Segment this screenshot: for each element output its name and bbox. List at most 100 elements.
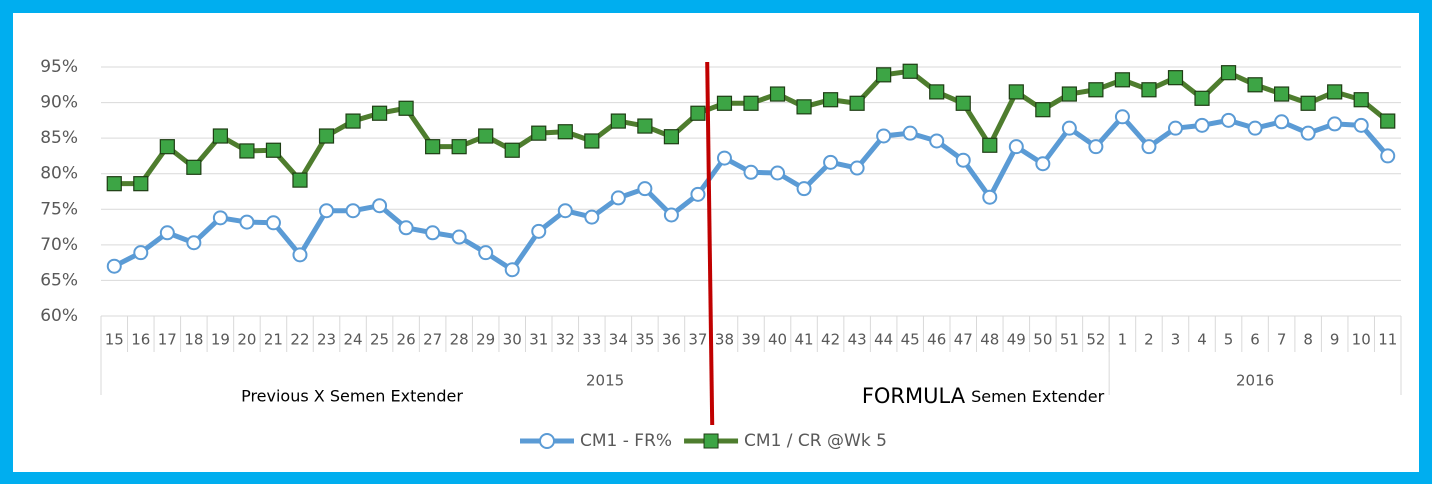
point [451, 139, 467, 155]
legend-label: CM1 - FR% [580, 431, 672, 451]
point [955, 95, 971, 111]
panel [13, 13, 1419, 472]
point [1247, 120, 1263, 136]
point [1194, 90, 1210, 106]
point [292, 172, 308, 188]
y-tick-label: 65% [40, 270, 78, 290]
point [212, 210, 228, 226]
x-tick-label: 23 [317, 331, 336, 349]
point [133, 176, 149, 192]
point [425, 225, 441, 241]
period-divider [705, 61, 715, 426]
legend-label: CM1 / CR @Wk 5 [744, 431, 887, 451]
point [743, 164, 759, 180]
point [610, 190, 626, 206]
point [716, 95, 733, 111]
y-tick-label: 95% [40, 57, 78, 77]
group-label: 2016 [1236, 372, 1274, 390]
x-tick-label: 44 [874, 331, 893, 349]
point [929, 84, 945, 100]
x-tick-label: 28 [450, 331, 469, 349]
point [159, 139, 175, 155]
x-tick-label: 52 [1086, 331, 1105, 349]
point [1035, 156, 1051, 172]
point [1274, 86, 1290, 102]
point [796, 99, 812, 115]
point [1167, 120, 1183, 136]
point [1088, 139, 1104, 155]
point [318, 128, 335, 144]
point [398, 220, 414, 236]
x-tick-label: 9 [1330, 331, 1340, 349]
point [292, 247, 308, 263]
point [610, 113, 626, 129]
point [690, 186, 706, 202]
x-tick-label: 11 [1378, 331, 1397, 349]
x-tick-label: 18 [184, 331, 203, 349]
point [186, 159, 202, 175]
point [239, 214, 255, 230]
x-tick-label: 30 [503, 331, 522, 349]
point [1380, 113, 1396, 129]
point [265, 215, 281, 231]
annotation: FORMULA Semen Extender [862, 384, 1105, 408]
point [769, 86, 786, 102]
x-tick-label: 21 [264, 331, 283, 349]
point [637, 118, 653, 134]
point [1327, 84, 1343, 100]
point [557, 124, 573, 140]
legend-marker [539, 433, 555, 449]
point [159, 225, 175, 241]
x-tick-label: 19 [211, 331, 230, 349]
point [902, 63, 918, 79]
point [425, 139, 441, 155]
x-tick-label: 5 [1224, 331, 1234, 349]
x-tick-label: 1 [1118, 331, 1128, 349]
x-tick-label: 42 [821, 331, 840, 349]
point [504, 262, 520, 278]
x-tick-label: 38 [715, 331, 734, 349]
x-tick-label: 37 [688, 331, 707, 349]
point [1247, 77, 1263, 93]
point [690, 105, 706, 121]
point [451, 229, 467, 245]
point [1061, 120, 1077, 136]
point [663, 129, 680, 145]
point [1114, 109, 1130, 125]
point [1114, 72, 1131, 88]
point [770, 165, 786, 181]
y-tick-label: 70% [40, 235, 78, 255]
x-tick-label: 40 [768, 331, 787, 349]
x-tick-label: 35 [635, 331, 654, 349]
group-label: 2015 [586, 372, 624, 390]
point [955, 152, 971, 168]
point [929, 133, 945, 149]
x-tick-label: 29 [476, 331, 495, 349]
x-tick-label: 15 [105, 331, 124, 349]
point [584, 133, 600, 149]
point [876, 128, 892, 144]
point [1380, 148, 1396, 164]
x-tick-label: 36 [662, 331, 681, 349]
point [1300, 125, 1316, 141]
point [1167, 70, 1184, 86]
y-tick-label: 80% [40, 164, 78, 184]
point [1061, 86, 1077, 102]
point [663, 207, 679, 223]
x-tick-label: 39 [741, 331, 760, 349]
x-tick-label: 8 [1303, 331, 1313, 349]
point [212, 128, 228, 144]
x-tick-label: 46 [927, 331, 946, 349]
point [557, 203, 573, 219]
point [796, 181, 812, 197]
point [398, 100, 414, 116]
point [1008, 139, 1024, 155]
x-tick-label: 10 [1352, 331, 1371, 349]
x-tick-label: 2 [1144, 331, 1154, 349]
point [239, 143, 255, 159]
point [743, 95, 759, 111]
y-tick-label: 85% [40, 128, 78, 148]
point [982, 189, 998, 205]
x-tick-label: 32 [556, 331, 575, 349]
point [106, 258, 122, 274]
